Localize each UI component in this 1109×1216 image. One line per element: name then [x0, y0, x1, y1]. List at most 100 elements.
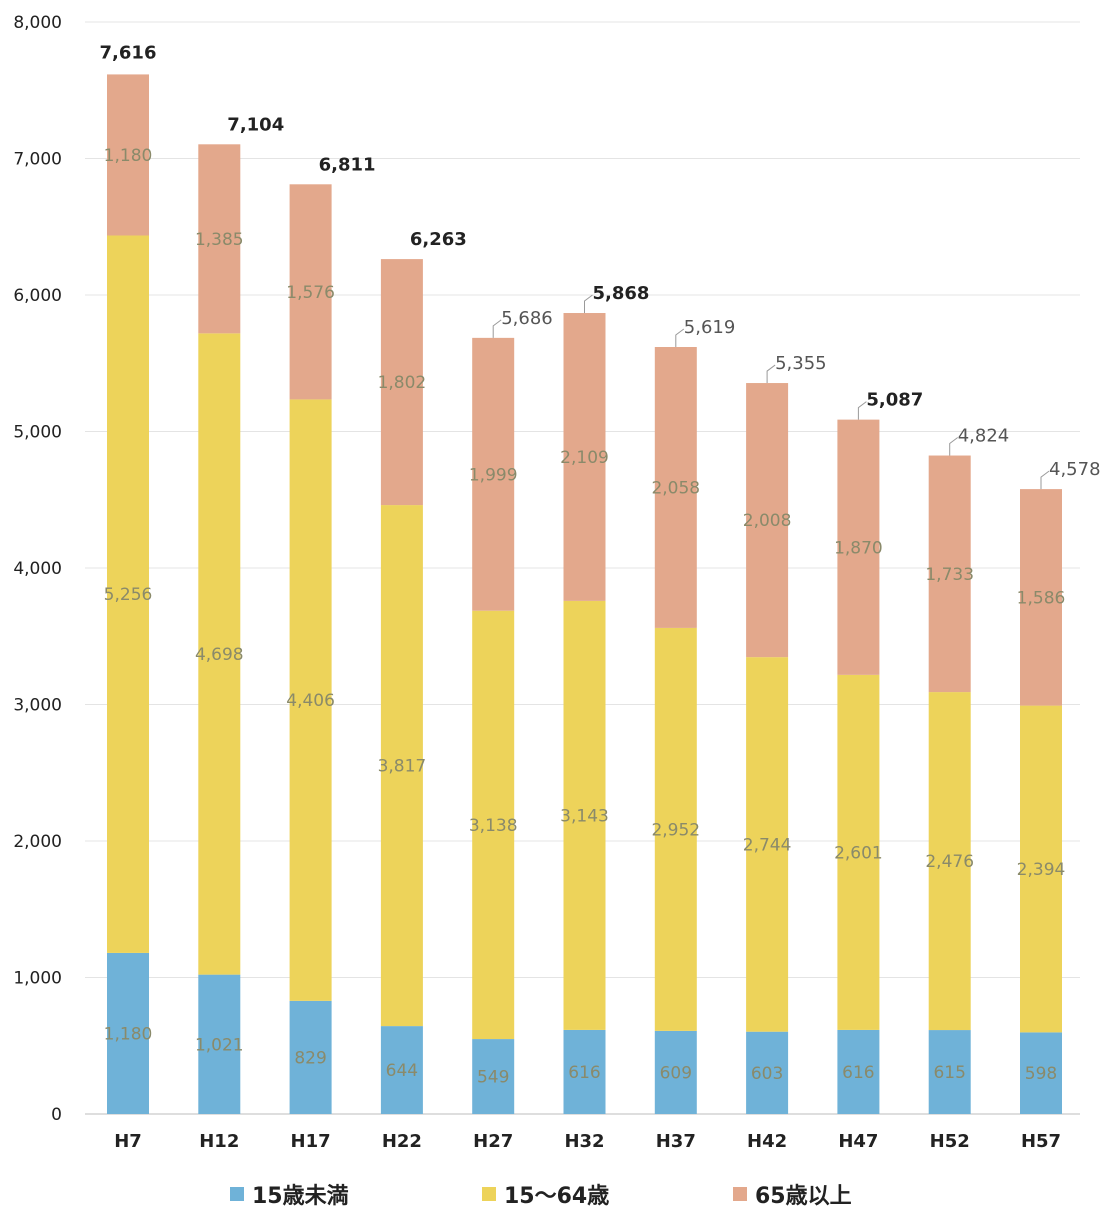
- x-tick-label: H57: [1021, 1131, 1061, 1152]
- y-tick-label: 5,000: [13, 423, 62, 443]
- total-label: 6,811: [319, 154, 376, 175]
- total-leader-line: [492, 319, 502, 338]
- segment-label: 2,394: [1017, 860, 1066, 880]
- segment-label: 1,733: [925, 565, 974, 585]
- segment-label: 549: [477, 1068, 509, 1088]
- legend-swatch-under15: [230, 1187, 244, 1201]
- bar-segment: [837, 1029, 880, 1114]
- bar-segment: [928, 1030, 971, 1114]
- segment-label: 3,143: [560, 806, 609, 826]
- total-label: 5,087: [866, 390, 923, 411]
- total-label: 5,686: [501, 308, 553, 329]
- x-tick-label: H12: [199, 1131, 239, 1152]
- segment-label: 615: [933, 1063, 965, 1083]
- segment-label: 1,180: [104, 1024, 153, 1044]
- segment-label: 3,138: [469, 816, 518, 836]
- segment-label: 2,058: [651, 478, 700, 498]
- segment-label: 1,870: [834, 538, 883, 558]
- segment-label: 603: [751, 1064, 783, 1084]
- segment-label: 2,008: [743, 511, 792, 531]
- bar-segment: [928, 692, 971, 1031]
- x-tick-label: H42: [747, 1131, 787, 1152]
- x-tick-label: H22: [382, 1131, 422, 1152]
- bar-segment: [928, 455, 971, 693]
- bar-segment: [1020, 1032, 1062, 1114]
- bar-segment: [1020, 705, 1062, 1033]
- legend-label-15-64: 15～64歳: [504, 1184, 610, 1209]
- bar-segment: [289, 399, 332, 1001]
- segment-label: 1,586: [1017, 588, 1066, 608]
- total-label: 7,616: [100, 42, 157, 63]
- bar-segment: [837, 674, 880, 1030]
- segment-label: 1,999: [469, 465, 518, 485]
- bar-segment: [654, 1030, 697, 1114]
- segment-label: 2,952: [651, 820, 700, 840]
- y-tick-label: 7,000: [13, 150, 62, 170]
- bar-segment: [107, 952, 149, 1114]
- total-label: 7,104: [227, 114, 284, 135]
- legend: 15歳未満 15～64歳 65歳以上: [0, 1178, 1109, 1214]
- bar-segment: [289, 184, 332, 400]
- legend-item-under15: 15歳未満: [230, 1178, 349, 1210]
- y-tick-label: 3,000: [13, 696, 62, 716]
- y-tick-label: 4,000: [13, 559, 62, 579]
- segment-label: 609: [660, 1063, 692, 1083]
- total-leader-line: [857, 401, 867, 420]
- segment-label: 2,109: [560, 448, 609, 468]
- legend-swatch-65plus: [733, 1187, 747, 1201]
- x-tick-label: H17: [291, 1131, 331, 1152]
- segment-label: 4,698: [195, 645, 244, 665]
- segment-label: 2,476: [925, 852, 974, 872]
- segment-label: 1,180: [104, 146, 153, 166]
- bar-segment: [198, 333, 241, 975]
- segment-label: 4,406: [286, 691, 335, 711]
- bar-segment: [654, 347, 697, 628]
- total-leader-line: [766, 364, 776, 384]
- bar-segment: [563, 600, 606, 1030]
- bar-segment: [380, 1026, 423, 1114]
- segment-label: 598: [1025, 1064, 1057, 1084]
- y-tick-label: 1,000: [13, 969, 62, 989]
- total-label: 5,868: [593, 283, 650, 304]
- bar-segment: [837, 419, 880, 675]
- bar-segment: [563, 1029, 606, 1114]
- x-tick-label: H27: [473, 1131, 513, 1152]
- bar-segment: [654, 627, 697, 1031]
- bar-segment: [380, 259, 423, 506]
- segment-label: 1,021: [195, 1035, 244, 1055]
- segment-label: 3,817: [378, 757, 427, 777]
- bar-segment: [472, 337, 515, 611]
- segment-label: 2,601: [834, 843, 883, 863]
- bar-segment: [746, 1031, 789, 1114]
- y-tick-label: 0: [51, 1105, 62, 1125]
- total-leader-line: [584, 294, 593, 314]
- bar-segment: [746, 657, 789, 1032]
- bar-segment: [472, 1039, 515, 1114]
- total-label: 4,824: [958, 426, 1010, 447]
- total-label: 6,263: [410, 229, 467, 250]
- legend-label-65plus: 65歳以上: [755, 1184, 852, 1209]
- segment-label: 2,744: [743, 835, 792, 855]
- legend-label-under15: 15歳未満: [252, 1184, 349, 1209]
- segment-label: 1,802: [378, 373, 427, 393]
- bar-segment: [107, 235, 149, 953]
- bar-segment: [1020, 489, 1062, 706]
- segment-label: 644: [386, 1061, 418, 1081]
- legend-item-15-64: 15～64歳: [482, 1178, 609, 1210]
- y-tick-label: 2,000: [13, 832, 62, 852]
- x-tick-label: H37: [656, 1131, 696, 1152]
- y-tick-label: 6,000: [13, 286, 62, 306]
- bar-segment: [107, 74, 149, 236]
- bar-segment: [746, 383, 789, 658]
- total-leader-line: [675, 328, 685, 348]
- bar-segment: [380, 505, 423, 1027]
- x-tick-label: H47: [838, 1131, 878, 1152]
- x-tick-label: H32: [564, 1131, 604, 1152]
- y-tick-label: 8,000: [13, 13, 62, 33]
- bar-segment: [472, 610, 515, 1040]
- bar-segment: [198, 974, 241, 1114]
- segment-label: 1,576: [286, 283, 335, 303]
- total-leader-line: [949, 437, 959, 456]
- legend-swatch-15-64: [482, 1187, 496, 1201]
- stacked-bar-chart: 0 1,000 2,000 3,000 4,000 5,000 6,000 7,000 8,00…: [13, 13, 1100, 1152]
